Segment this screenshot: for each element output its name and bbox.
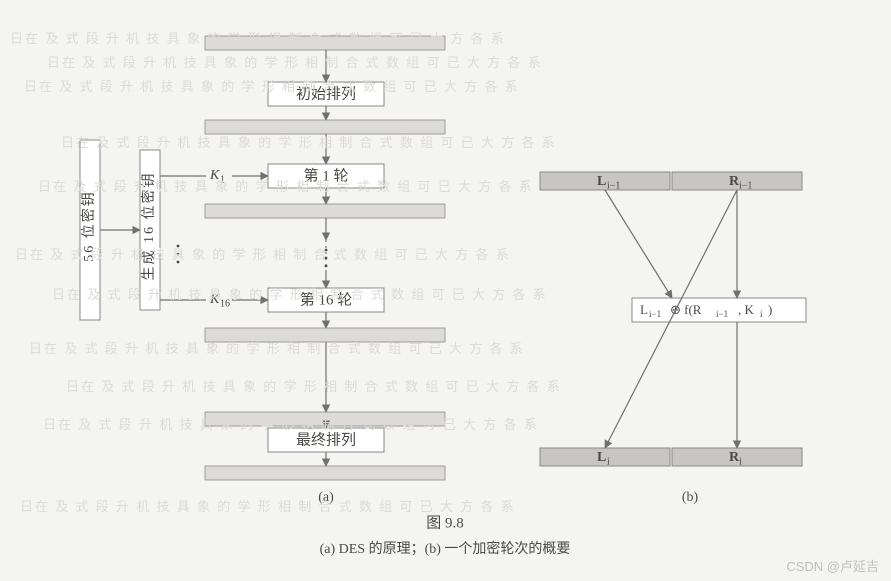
svg-text:K: K: [209, 168, 220, 183]
svg-text:i−1: i−1: [649, 309, 661, 319]
captions: (a) (b) 图 9.8 (a) DES 的原理；(b) 一个加密轮次的概要: [318, 490, 698, 557]
svg-text:): ): [768, 302, 772, 317]
svg-text:⊕ f(R: ⊕ f(R: [670, 302, 702, 317]
panel-a: 初始排列第 1 轮第 16 轮最终排列KK11656 位密钥生成 16 位密钥: [80, 36, 445, 480]
svg-text:图 9.8: 图 9.8: [426, 514, 464, 531]
svg-text:L: L: [597, 174, 606, 189]
svg-text:(a) DES 的原理；(b) 一个加密轮次的概要: (a) DES 的原理；(b) 一个加密轮次的概要: [320, 540, 571, 557]
svg-text:第 16 轮: 第 16 轮: [300, 290, 353, 308]
svg-text:i−1: i−1: [607, 180, 620, 191]
svg-text:(b): (b): [682, 490, 699, 505]
diagram-canvas: 初始排列第 1 轮第 16 轮最终排列KK11656 位密钥生成 16 位密钥 …: [0, 0, 891, 581]
svg-text:生成 16 位密钥: 生成 16 位密钥: [140, 172, 157, 281]
svg-text:i: i: [739, 456, 742, 467]
svg-text:L: L: [597, 450, 606, 465]
svg-text:1: 1: [220, 174, 225, 185]
svg-text:初始排列: 初始排列: [296, 85, 356, 102]
svg-text:, K: , K: [738, 302, 755, 317]
svg-text:K: K: [209, 292, 220, 307]
svg-text:i−1: i−1: [716, 309, 728, 319]
svg-text:16: 16: [220, 298, 230, 309]
panel-b: Li−1Ri−1LiRiLi−1⊕ f(Ri−1, Ki): [540, 172, 806, 467]
svg-text:(a): (a): [318, 490, 334, 505]
svg-text:i−1: i−1: [739, 180, 752, 191]
svg-text:L: L: [640, 302, 648, 317]
svg-text:第 1 轮: 第 1 轮: [303, 166, 348, 184]
svg-text:i: i: [607, 456, 610, 467]
svg-text:56 位密钥: 56 位密钥: [80, 190, 97, 262]
svg-text:最终排列: 最终排列: [296, 431, 356, 448]
watermark: CSDN @卢延吉: [786, 556, 879, 575]
